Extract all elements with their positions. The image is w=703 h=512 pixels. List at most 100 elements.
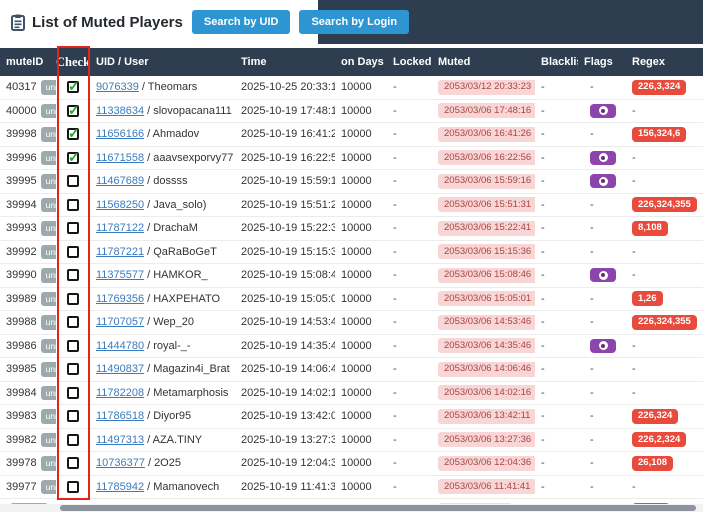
uid-link[interactable]: 11656166: [96, 128, 145, 141]
mute-id: 39984: [6, 386, 37, 399]
regex-cell: -: [626, 340, 703, 352]
uid-link[interactable]: 11497313: [96, 433, 145, 446]
on-days-cell: 10000: [341, 480, 372, 493]
regex-cell: 26,108: [626, 455, 703, 471]
mute-id: 40317: [6, 81, 37, 94]
unmute-button[interactable]: unmute: [40, 127, 56, 142]
uid-link[interactable]: 11707057: [96, 316, 145, 329]
regex-badge: 226,324: [632, 408, 679, 424]
regex-badge: 226,324,355: [632, 197, 697, 213]
uid-link[interactable]: 11787122: [96, 222, 145, 235]
time-cell: 2025-10-19 15:51:26: [241, 198, 335, 211]
uid-link[interactable]: 11490837: [96, 363, 145, 376]
unmute-button[interactable]: unmute: [40, 291, 56, 306]
flag-badge: [590, 338, 616, 353]
table-row: 39985 unmute 11490837 / Magazin4i_Brat 2…: [0, 358, 703, 382]
regex-dash: -: [632, 339, 636, 352]
horizontal-scrollbar[interactable]: [0, 504, 703, 512]
unmute-button[interactable]: unmute: [40, 244, 56, 259]
unmute-button[interactable]: unmute: [40, 80, 56, 95]
row-checkbox[interactable]: [67, 245, 79, 258]
time-cell: 2025-10-19 12:04:34: [241, 457, 335, 470]
locked-cell: -: [393, 339, 397, 352]
row-checkbox[interactable]: [67, 175, 79, 188]
locked-cell: -: [393, 81, 397, 94]
regex-cell: -: [626, 481, 703, 493]
username: / HAXPEHATO: [147, 292, 221, 305]
unmute-button[interactable]: unmute: [40, 103, 56, 118]
table-row: 40000 unmute 11338634 / slovopacana111 2…: [0, 99, 703, 123]
locked-cell: -: [393, 386, 397, 399]
unmute-button[interactable]: unmute: [40, 479, 56, 494]
on-days-cell: 10000: [341, 198, 372, 211]
flags-dash: -: [590, 480, 594, 493]
row-checkbox[interactable]: [67, 104, 80, 117]
uid-link[interactable]: 11787221: [96, 245, 145, 258]
row-checkbox[interactable]: [67, 222, 79, 235]
row-checkbox[interactable]: [67, 433, 79, 446]
row-checkbox[interactable]: [67, 316, 79, 329]
row-checkbox[interactable]: [67, 363, 79, 376]
col-header-flags: Flags: [584, 56, 613, 68]
uid-link[interactable]: 11467689: [96, 175, 145, 188]
unmute-button[interactable]: unmute: [40, 221, 56, 236]
mute-id: 39993: [6, 222, 37, 235]
row-checkbox[interactable]: [67, 151, 80, 164]
uid-link[interactable]: 11444780: [96, 339, 145, 352]
row-checkbox[interactable]: [67, 81, 80, 94]
unmute-button[interactable]: unmute: [40, 150, 56, 165]
time-cell: 2025-10-19 14:02:11: [241, 386, 335, 399]
blacklist-cell: -: [541, 175, 545, 188]
uid-link[interactable]: 11782208: [96, 386, 145, 399]
horizontal-scrollbar-thumb[interactable]: [60, 505, 696, 511]
row-checkbox[interactable]: [67, 410, 79, 423]
on-days-cell: 10000: [341, 128, 372, 141]
row-checkbox[interactable]: [67, 339, 79, 352]
flags-dash: -: [590, 386, 594, 399]
unmute-button[interactable]: unmute: [40, 385, 56, 400]
unmute-button[interactable]: unmute: [40, 456, 56, 471]
uid-link[interactable]: 9076339: [96, 81, 139, 94]
uid-link[interactable]: 11338634: [96, 104, 145, 117]
mute-id: 39985: [6, 363, 37, 376]
regex-badge: 26,108: [632, 455, 674, 471]
table-row: 39994 unmute 11568250 / Java_solo) 2025-…: [0, 193, 703, 217]
uid-link[interactable]: 11786518: [96, 410, 145, 423]
row-checkbox[interactable]: [67, 269, 79, 282]
uid-link[interactable]: 11785942: [96, 480, 145, 493]
muted-badge: 2053/03/06 13:27:36: [438, 432, 535, 448]
uid-link[interactable]: 11375577: [96, 269, 145, 282]
flags-dash: -: [590, 81, 594, 94]
uid-link[interactable]: 10736377: [96, 457, 145, 470]
uid-link[interactable]: 11568250: [96, 198, 145, 211]
row-checkbox[interactable]: [67, 457, 79, 470]
row-checkbox[interactable]: [67, 292, 79, 305]
flags-dash: -: [590, 128, 594, 141]
unmute-button[interactable]: unmute: [40, 409, 56, 424]
regex-cell: 8,108: [626, 220, 703, 236]
search-by-login-button[interactable]: Search by Login: [299, 10, 410, 34]
search-by-uid-button[interactable]: Search by UID: [191, 10, 291, 34]
table-row: 39995 unmute 11467689 / dossss 2025-10-1…: [0, 170, 703, 194]
unmute-button[interactable]: unmute: [40, 315, 56, 330]
row-checkbox[interactable]: [67, 198, 79, 211]
flags-dash: -: [590, 198, 594, 211]
row-checkbox[interactable]: [67, 480, 79, 493]
unmute-button[interactable]: unmute: [40, 174, 56, 189]
regex-dash: -: [632, 363, 636, 376]
locked-cell: -: [393, 222, 397, 235]
on-days-cell: 10000: [341, 339, 372, 352]
title-panel: List of Muted Players Search by UID Sear…: [0, 0, 410, 44]
unmute-button[interactable]: unmute: [40, 268, 56, 283]
uid-link[interactable]: 11671558: [96, 151, 145, 164]
unmute-button[interactable]: unmute: [40, 338, 56, 353]
row-checkbox[interactable]: [67, 386, 79, 399]
unmute-button[interactable]: unmute: [40, 362, 56, 377]
header-divider: [0, 44, 703, 48]
unmute-button[interactable]: unmute: [40, 197, 56, 212]
unmute-button[interactable]: unmute: [40, 432, 56, 447]
row-checkbox[interactable]: [67, 128, 80, 141]
table-row: 39990 unmute 11375577 / HAMKOR_ 2025-10-…: [0, 264, 703, 288]
muted-badge: 2053/03/06 16:41:26: [438, 126, 535, 142]
uid-link[interactable]: 11769356: [96, 292, 145, 305]
